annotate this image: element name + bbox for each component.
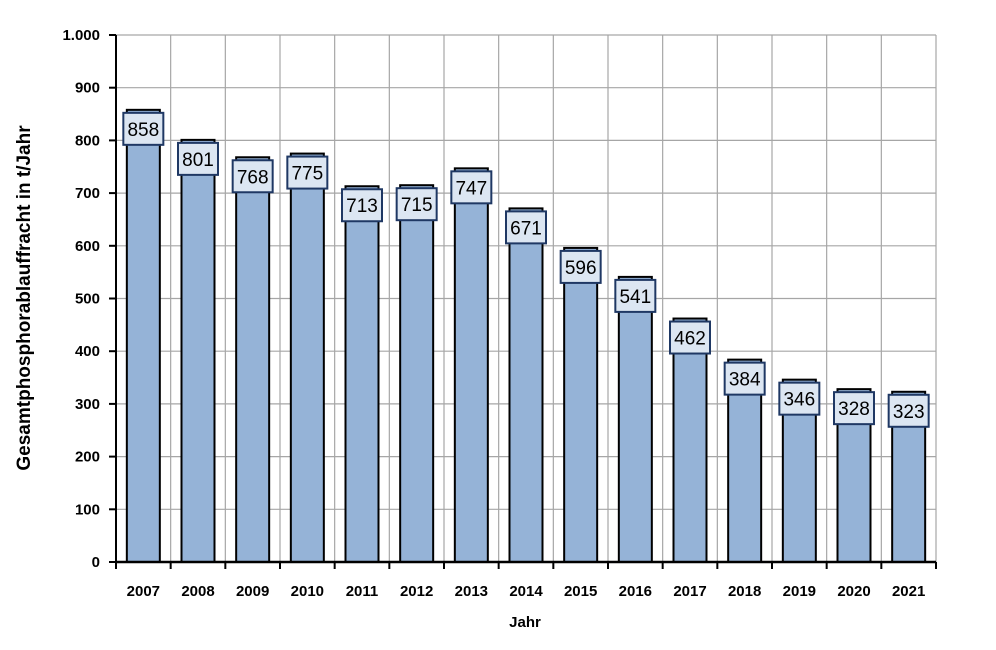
axes [109,34,937,569]
x-axis-title: Jahr [509,614,541,631]
data-label: 596 [565,258,597,279]
x-tick-label: 2016 [619,583,652,600]
data-label: 671 [510,218,542,239]
bar [672,317,708,563]
data-label-box [887,393,930,428]
x-tick-label: 2008 [181,583,214,600]
bar [289,152,325,563]
data-label-box [450,170,493,205]
y-tick-label: 300 [75,396,100,413]
x-tick-label: 2015 [564,583,597,600]
data-label-box [395,187,438,222]
data-label: 775 [291,164,323,185]
data-label: 541 [619,287,651,308]
y-tick-label: 800 [75,132,100,149]
data-labels: 858 801 768 775 713 715 747 671 596 541 462 384 346 3… [122,111,930,428]
x-tick-label: 2013 [455,583,488,600]
data-label-box [778,381,821,416]
x-tick-label: 2007 [127,583,160,600]
y-tick-label: 100 [75,501,100,518]
y-tick-label: 1.000 [62,27,100,44]
data-label-box [614,278,657,313]
data-label-box [286,155,329,190]
bar [125,108,161,563]
data-label-box [723,361,766,396]
bar [235,156,271,563]
x-tick-label: 2012 [400,583,433,600]
y-tick-label: 600 [75,238,100,255]
x-tick-label: 2010 [291,583,324,600]
x-tick-label: 2019 [783,583,816,600]
y-tick-label: 700 [75,185,100,202]
x-tick-label: 2017 [673,583,706,600]
x-tick-labels: 2007 2008 2009 2010 2011 2012 2013 2014 2015 2016… [127,583,926,600]
bar [180,138,216,564]
data-label: 858 [127,120,159,141]
data-label: 346 [783,390,815,411]
data-label: 747 [455,178,487,199]
x-tick-label: 2011 [346,583,379,600]
data-label-box [341,188,383,223]
data-label-box [559,249,602,284]
bar [563,246,599,564]
data-label: 328 [838,399,870,420]
bar [508,207,544,563]
data-label-box [505,210,547,245]
x-tick-label: 2018 [728,583,761,600]
data-label: 715 [401,195,433,216]
data-label-box [231,159,274,194]
data-label: 801 [182,150,214,171]
data-label: 713 [346,196,378,217]
data-label-box [177,141,219,176]
x-tick-label: 2009 [236,583,269,600]
data-label-box [122,111,165,146]
x-tick-label: 2020 [837,583,870,600]
y-tick-label: 500 [75,291,100,308]
bar [453,167,489,563]
bar [617,275,653,563]
data-label: 323 [893,402,925,423]
data-label-box [669,320,711,355]
data-label-box [833,391,875,426]
x-tick-label: 2021 [892,583,925,600]
y-tick-label: 200 [75,449,100,466]
data-label: 768 [237,167,269,188]
y-tick-label: 400 [75,343,100,360]
bar [344,185,380,563]
y-tick-label: 0 [92,554,100,571]
x-tick-label: 2014 [509,583,543,600]
data-label: 462 [674,329,706,350]
y-tick-labels: 0 100 200 300 400 500 600 700 800 900 1.000 [62,27,100,571]
data-label: 384 [729,370,761,391]
y-axis-title: Gesamtphosphorablauffracht in t/Jahr [14,125,35,471]
y-tick-label: 900 [75,80,100,97]
bar [399,184,435,563]
